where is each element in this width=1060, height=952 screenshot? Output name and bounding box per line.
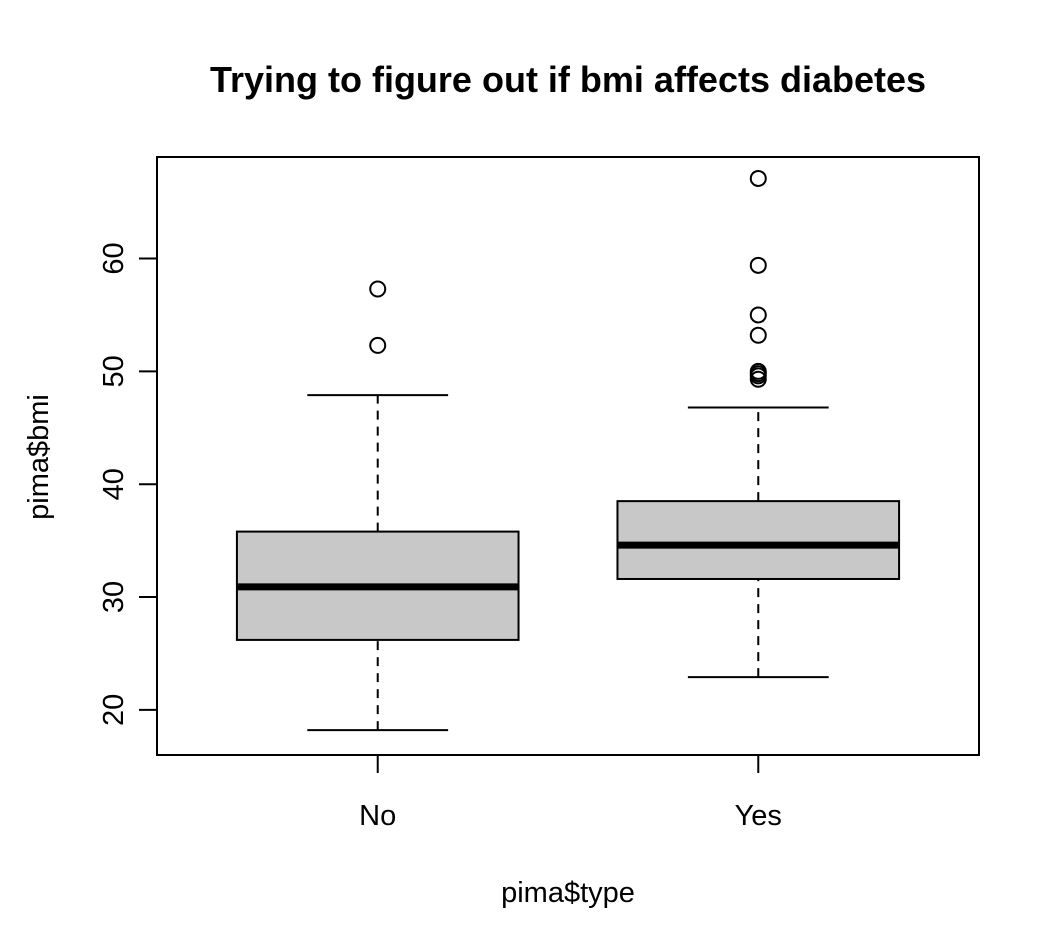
outlier-point [749, 306, 767, 324]
y-tick-label: 30 [98, 581, 130, 613]
y-tick-label: 40 [98, 468, 130, 500]
box-group-yes [616, 169, 901, 679]
y-tick-label: 20 [98, 694, 130, 726]
x-tick-label: No [359, 800, 396, 832]
y-tick-label: 60 [98, 242, 130, 274]
y-tick-label: 50 [98, 355, 130, 387]
outlier-point [369, 280, 387, 298]
box-group-no [235, 280, 520, 732]
x-axis-label: pima$type [501, 877, 635, 909]
box-series [235, 169, 901, 732]
iqr-box [616, 500, 901, 580]
y-axis: 20 30 40 50 60 [98, 242, 158, 726]
outlier-point [749, 169, 767, 187]
y-axis-label: pima$bmi [23, 394, 55, 520]
outlier-point [749, 362, 767, 380]
x-axis: No Yes [359, 754, 782, 832]
outlier-point [749, 256, 767, 274]
x-tick-label: Yes [735, 800, 782, 832]
chart-title: Trying to figure out if bmi affects diab… [210, 59, 926, 100]
outlier-point [369, 336, 387, 354]
outlier-point [749, 326, 767, 344]
